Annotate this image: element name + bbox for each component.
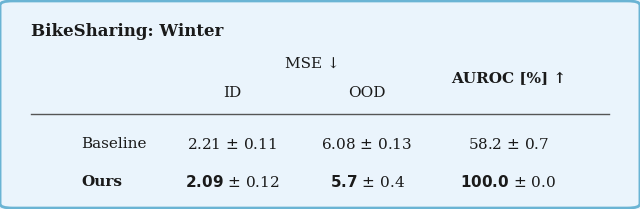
Text: AUROC [%] ↑: AUROC [%] ↑ [451,72,566,86]
Text: 58.2 $\pm$ 0.7: 58.2 $\pm$ 0.7 [468,137,548,152]
Text: BikeSharing: Winter: BikeSharing: Winter [31,23,224,40]
Text: Baseline: Baseline [82,137,147,151]
Text: Ours: Ours [82,175,123,189]
Text: 6.08 $\pm$ 0.13: 6.08 $\pm$ 0.13 [321,137,413,152]
Text: OOD: OOD [348,86,386,100]
Text: 2.21 $\pm$ 0.11: 2.21 $\pm$ 0.11 [188,137,277,152]
Text: $\mathbf{5.7}$ $\pm$ 0.4: $\mathbf{5.7}$ $\pm$ 0.4 [330,174,404,190]
Text: MSE ↓: MSE ↓ [285,57,340,71]
Text: ID: ID [223,86,241,100]
Text: $\mathbf{2.09}$ $\pm$ 0.12: $\mathbf{2.09}$ $\pm$ 0.12 [185,174,280,190]
Text: $\mathbf{100.0}$ $\pm$ 0.0: $\mathbf{100.0}$ $\pm$ 0.0 [460,174,556,190]
